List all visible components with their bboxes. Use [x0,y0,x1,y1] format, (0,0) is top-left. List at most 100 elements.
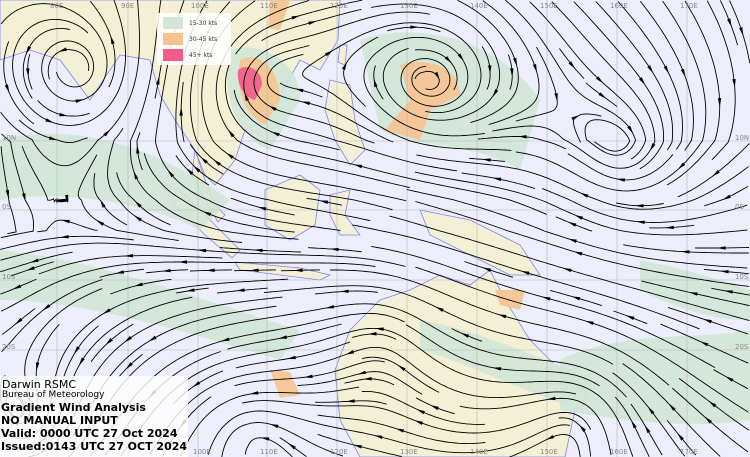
arrowhead [444,56,452,64]
arrowhead [647,65,654,74]
arrowhead [301,101,310,106]
wind-zone [420,320,600,410]
arrowhead [688,292,698,296]
arrowhead [663,65,670,75]
arrowhead [249,391,259,395]
arrowhead [647,406,655,415]
arrowhead [59,112,68,117]
legend-label: 15-30 kts [189,19,218,27]
legend-item-15-30: 15-30 kts [163,17,217,29]
arrowhead [167,169,175,178]
arrowhead [22,193,26,202]
arrowhead [677,432,684,441]
lat-label-right: 10N [735,134,749,142]
valid-time: Valid: 0000 UTC 27 Oct 2024 [1,427,178,440]
lon-label-bottom: 140E [470,448,488,456]
arrowhead [324,50,334,57]
arrowhead [665,225,674,230]
arrowhead [100,199,106,208]
arrowhead [319,200,329,204]
arrowhead [48,136,58,141]
arrowhead [61,219,70,224]
arrowhead [373,435,383,440]
lon-label-top: 110E [260,2,278,10]
legend-item-30-45: 30-45 kts [163,33,217,45]
arrowhead [722,194,731,200]
arrowhead [206,268,215,272]
arrowhead [303,374,313,378]
arrowhead [636,220,645,224]
arrowhead [578,424,586,433]
arrowhead [430,405,439,411]
wind-zone [560,330,750,425]
arrowhead [677,162,686,170]
lon-label-bottom: 110E [260,448,278,456]
arrowhead [339,289,349,293]
arrowhead [278,335,288,339]
arrowhead [668,403,676,411]
arrowhead [192,381,201,388]
centre-name: Darwin RSMC [2,378,77,391]
arrowhead [308,21,318,25]
arrowhead [178,260,188,264]
arrowhead [58,47,68,52]
arrowhead [200,156,208,164]
input-note: NO MANUAL INPUT [1,414,118,427]
arrowhead [29,258,39,263]
arrowhead [59,235,69,239]
issued-time: Issued:0143 UTC 27 OCT 2024 [1,440,188,453]
arrowhead [220,337,230,342]
arrowhead [148,335,157,342]
legend-label: 45+ kts [189,51,213,59]
lon-label-bottom: 120E [330,448,348,456]
lat-label-left: 0S [2,203,11,211]
arrowhead [197,248,207,253]
arrowhead [291,15,301,20]
arrowhead [410,25,419,29]
arrowhead [42,304,51,311]
arrowhead [345,399,355,403]
arrowhead [185,167,194,176]
lon-label-bottom: 160E [610,448,628,456]
arrowhead [708,400,717,408]
product-title: Gradient Wind Analysis [1,401,146,414]
arrowhead [225,152,234,159]
arrowhead [460,332,470,338]
lat-label-right: 0S [735,203,744,211]
taiwan [337,44,348,66]
arrowhead [631,420,637,429]
arrowhead [375,327,384,331]
arrowhead [367,332,377,336]
arrowhead [341,61,348,71]
legend-item-45-plus: 45+ kts [163,49,213,61]
lon-label-top: 150E [540,2,558,10]
arrowhead [532,64,538,73]
arrowhead [711,169,720,177]
lon-label-bottom: 130E [400,448,418,456]
arrowhead [25,46,32,55]
arrowhead [571,115,580,121]
arrowhead [568,61,576,70]
arrowhead [294,268,303,272]
lon-label-top: 160E [610,2,628,10]
arrowhead [717,246,726,250]
legend: 15-30 kts 30-45 kts 45+ kts [157,13,231,65]
arrowhead [4,84,10,94]
wind-speed-zones [0,0,750,425]
arrowhead [329,247,339,252]
arrowhead [134,200,142,208]
arrowhead [546,396,556,401]
legend-swatch [163,49,183,61]
arrowhead [257,206,267,211]
lon-label-top: 90E [121,2,134,10]
arrowhead [457,53,464,62]
arrowhead [397,364,406,372]
wind-zone [640,260,750,320]
arrowhead [124,254,134,258]
arrowhead [133,170,139,180]
arrowhead [110,35,115,45]
arrowhead [638,77,646,86]
arrowhead [513,57,518,67]
arrowhead [573,251,583,256]
